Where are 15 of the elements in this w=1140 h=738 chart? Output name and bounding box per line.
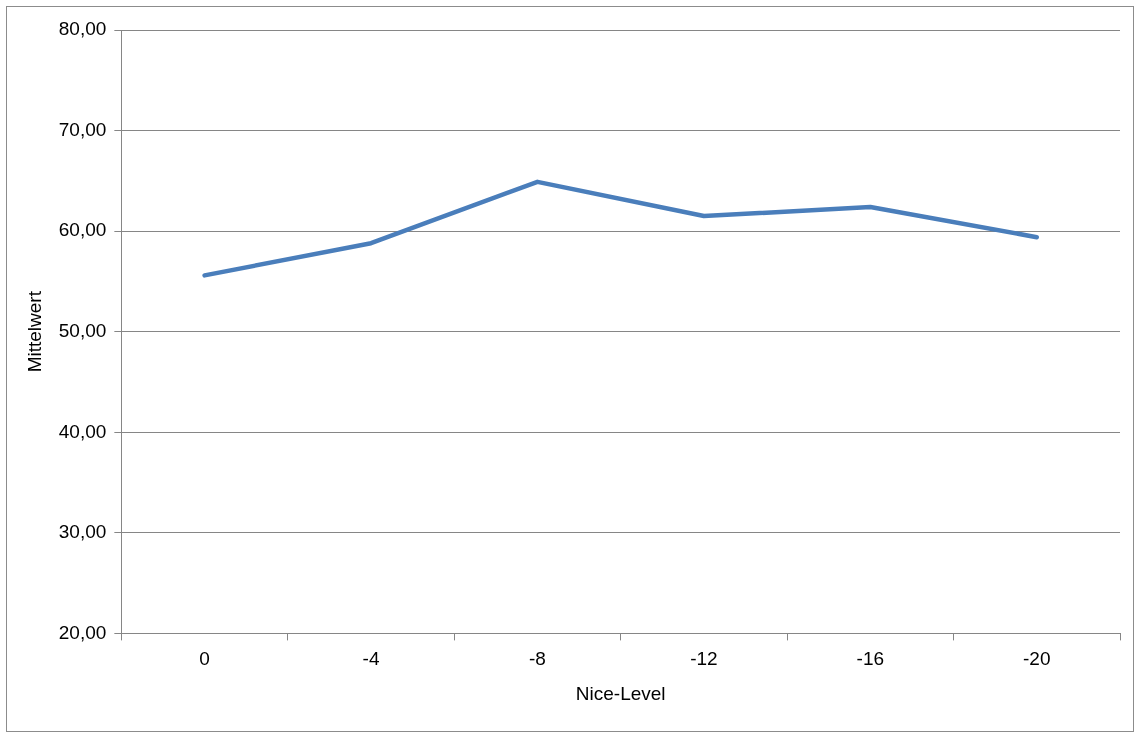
y-tick-label: 50,00	[58, 319, 107, 341]
x-tick-label: -4	[362, 648, 380, 670]
y-tick-label: 80,00	[58, 18, 107, 40]
x-axis-title: Nice-Level	[575, 682, 666, 704]
y-tick-label: 30,00	[58, 521, 107, 543]
y-tick-label: 20,00	[58, 621, 107, 643]
y-tick-label: 70,00	[58, 118, 107, 140]
x-tick-label: 0	[199, 648, 210, 670]
x-tick-label: -16	[856, 648, 885, 670]
x-tick-label: -8	[529, 648, 546, 670]
x-tick-label: -12	[690, 648, 718, 670]
y-tick-label: 40,00	[58, 420, 107, 442]
y-axis-title: Mittelwert	[23, 290, 45, 373]
x-tick-label: -20	[1023, 648, 1051, 670]
y-tick-label: 60,00	[58, 219, 107, 241]
